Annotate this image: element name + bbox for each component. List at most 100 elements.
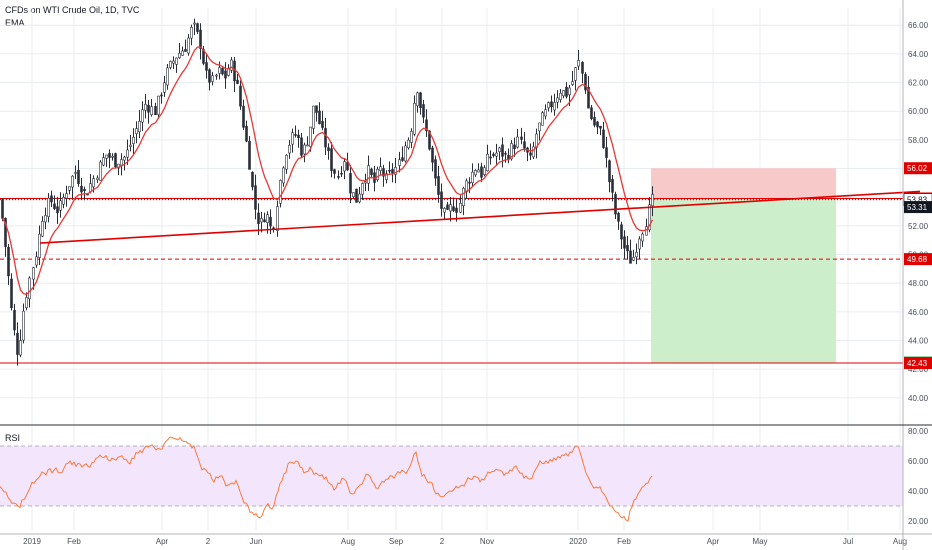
candle-body [471, 171, 474, 184]
candle-body [596, 121, 599, 128]
candle-body [254, 185, 257, 210]
candle-body [129, 144, 132, 147]
candle-body [279, 180, 282, 204]
rsi-layer [0, 436, 903, 522]
candle-body [541, 112, 544, 126]
candle-body [99, 161, 102, 181]
candle-body [269, 216, 272, 227]
candle-body [337, 176, 340, 178]
candle-body [25, 297, 28, 308]
candle-body [297, 134, 300, 139]
x-tick-label: Apr [707, 537, 720, 546]
candle-body [346, 162, 349, 171]
candle-body [523, 141, 526, 149]
candle-body [257, 212, 260, 224]
y-tick-label: 48.00 [908, 279, 929, 288]
candle-body [111, 155, 114, 158]
candle-body [452, 206, 455, 211]
candle-body [193, 22, 196, 25]
candle-body [459, 202, 462, 213]
candle-body [538, 122, 541, 132]
candle-body [391, 169, 394, 174]
take-profit-zone [651, 198, 836, 363]
candle-body [324, 128, 327, 148]
candle-body [611, 179, 614, 193]
candle-body [626, 245, 629, 252]
candle-body [629, 250, 632, 264]
candle-body [434, 159, 437, 179]
candle-body [641, 233, 644, 242]
candle-body [16, 332, 19, 355]
candle-body [550, 101, 553, 108]
candle-body [227, 68, 230, 76]
candle-body [208, 69, 211, 83]
candle-body [312, 105, 315, 129]
candle-body [318, 110, 321, 124]
candle-body [65, 193, 68, 199]
candle-body [35, 256, 38, 266]
rsi-line [0, 436, 653, 522]
rsi-panel-label: RSI [5, 433, 21, 443]
candle-body [169, 61, 172, 68]
rsi-tick-label: 20.00 [908, 517, 929, 526]
price-label-box [904, 253, 932, 266]
candle-body [285, 154, 288, 170]
candle-body [416, 92, 419, 107]
indicator-label: EMA [5, 18, 25, 28]
candle-body [19, 340, 22, 356]
candle-body [584, 74, 587, 91]
price-label: 53.31 [907, 203, 928, 212]
candle-body [154, 106, 157, 116]
candle-body [544, 109, 547, 117]
trendline-layer [39, 190, 921, 244]
candle-body [321, 121, 324, 128]
candle-body [7, 246, 10, 277]
candle-body [574, 67, 577, 81]
rsi-tick-label: 40.00 [908, 487, 929, 496]
candle-body [431, 147, 434, 163]
candle-body [407, 139, 410, 149]
y-tick-label: 60.00 [908, 107, 929, 116]
candle-body [157, 95, 160, 115]
candle-body [96, 177, 99, 180]
candle-body [620, 224, 623, 240]
candle-body [181, 50, 184, 56]
candle-body [163, 82, 166, 93]
candle-body [62, 197, 65, 205]
candle-body [520, 136, 523, 140]
candle-body [462, 187, 465, 207]
price-label-box [904, 201, 932, 214]
candle-body [617, 213, 620, 222]
y-tick-label: 46.00 [908, 308, 929, 317]
candle-body [333, 169, 336, 174]
candle-body [483, 167, 486, 175]
candle-body [599, 125, 602, 129]
candle-body [361, 183, 364, 195]
candle-body [443, 208, 446, 213]
candle-body [184, 49, 187, 52]
candle-body [144, 103, 147, 111]
x-tick-label: Nov [480, 537, 494, 546]
candle-body [376, 168, 379, 181]
candle-body [32, 267, 35, 280]
candle-body [501, 144, 504, 157]
candle-body [59, 200, 62, 211]
candle-body [187, 37, 190, 54]
price-label: 56.02 [907, 164, 928, 173]
candle-body [340, 172, 343, 175]
candle-body [562, 90, 565, 97]
candle-body [364, 181, 367, 184]
x-tick-label: Jul [843, 537, 853, 546]
candle-body [608, 160, 611, 182]
x-tick-label: Feb [617, 537, 631, 546]
candle-body [251, 171, 254, 188]
candle-body [440, 191, 443, 209]
x-tick-label: Sep [389, 537, 404, 546]
candle-body [349, 173, 352, 194]
price-label: 49.68 [907, 255, 928, 264]
candle-body [495, 152, 498, 157]
candle-body [68, 186, 71, 191]
candle-body [590, 107, 593, 119]
